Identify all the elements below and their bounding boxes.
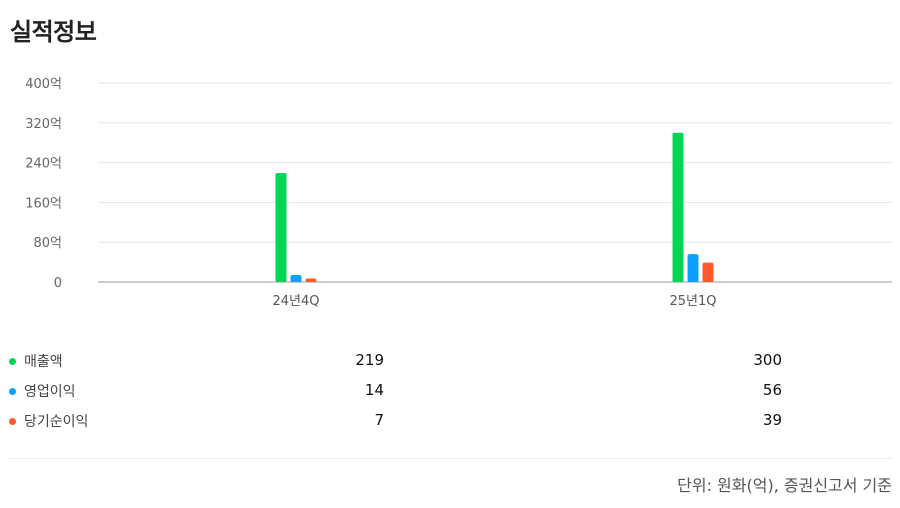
table-row: 영업이익 14 56	[0, 376, 900, 406]
table-row: 당기순이익 7 39	[0, 406, 900, 436]
y-tick-label: 240억	[25, 157, 62, 172]
bar-operating-profit-0	[290, 275, 302, 282]
table-row: 매출액 219 300	[0, 346, 900, 376]
row-label-operating-profit: 영업이익	[24, 384, 76, 400]
y-tick-label: 320억	[25, 117, 62, 132]
cell-revenue-25q1: 300	[753, 351, 782, 369]
performance-table: 매출액 219 300 영업이익 14 56 당기순이익 7 39	[0, 346, 900, 436]
y-tick-label: 160억	[25, 196, 62, 211]
y-tick-label: 0	[54, 276, 62, 291]
bar-net-income-0	[305, 278, 317, 282]
unit-footnote: 단위: 원화(억), 증권신고서 기준	[677, 476, 892, 495]
performance-bar-chart: 0 80억 160억 240억 320억 400억 24년4Q 25년1Q	[25, 77, 892, 309]
cell-operating-profit-24q4: 14	[364, 381, 384, 399]
row-label-net-income: 당기순이익	[24, 414, 89, 430]
cell-operating-profit-25q1: 56	[762, 381, 782, 399]
x-tick-label: 24년4Q	[272, 294, 319, 309]
row-label-revenue: 매출액	[24, 354, 63, 370]
bar-net-income-1	[702, 262, 714, 282]
x-tick-label: 25년1Q	[669, 294, 716, 309]
y-tick-label: 80억	[33, 236, 62, 251]
y-tick-label: 400억	[25, 77, 62, 92]
bar-operating-profit-1	[687, 254, 699, 282]
legend-dot-operating-profit	[9, 388, 16, 395]
cell-revenue-24q4: 219	[355, 351, 384, 369]
divider	[8, 458, 892, 459]
legend-dot-revenue	[9, 358, 16, 365]
bar-revenue-0	[275, 173, 287, 282]
page-title: 실적정보	[10, 18, 97, 46]
bar-revenue-1	[672, 132, 684, 282]
cell-net-income-24q4: 7	[374, 411, 384, 429]
cell-net-income-25q1: 39	[762, 411, 782, 429]
legend-dot-net-income	[9, 418, 16, 425]
